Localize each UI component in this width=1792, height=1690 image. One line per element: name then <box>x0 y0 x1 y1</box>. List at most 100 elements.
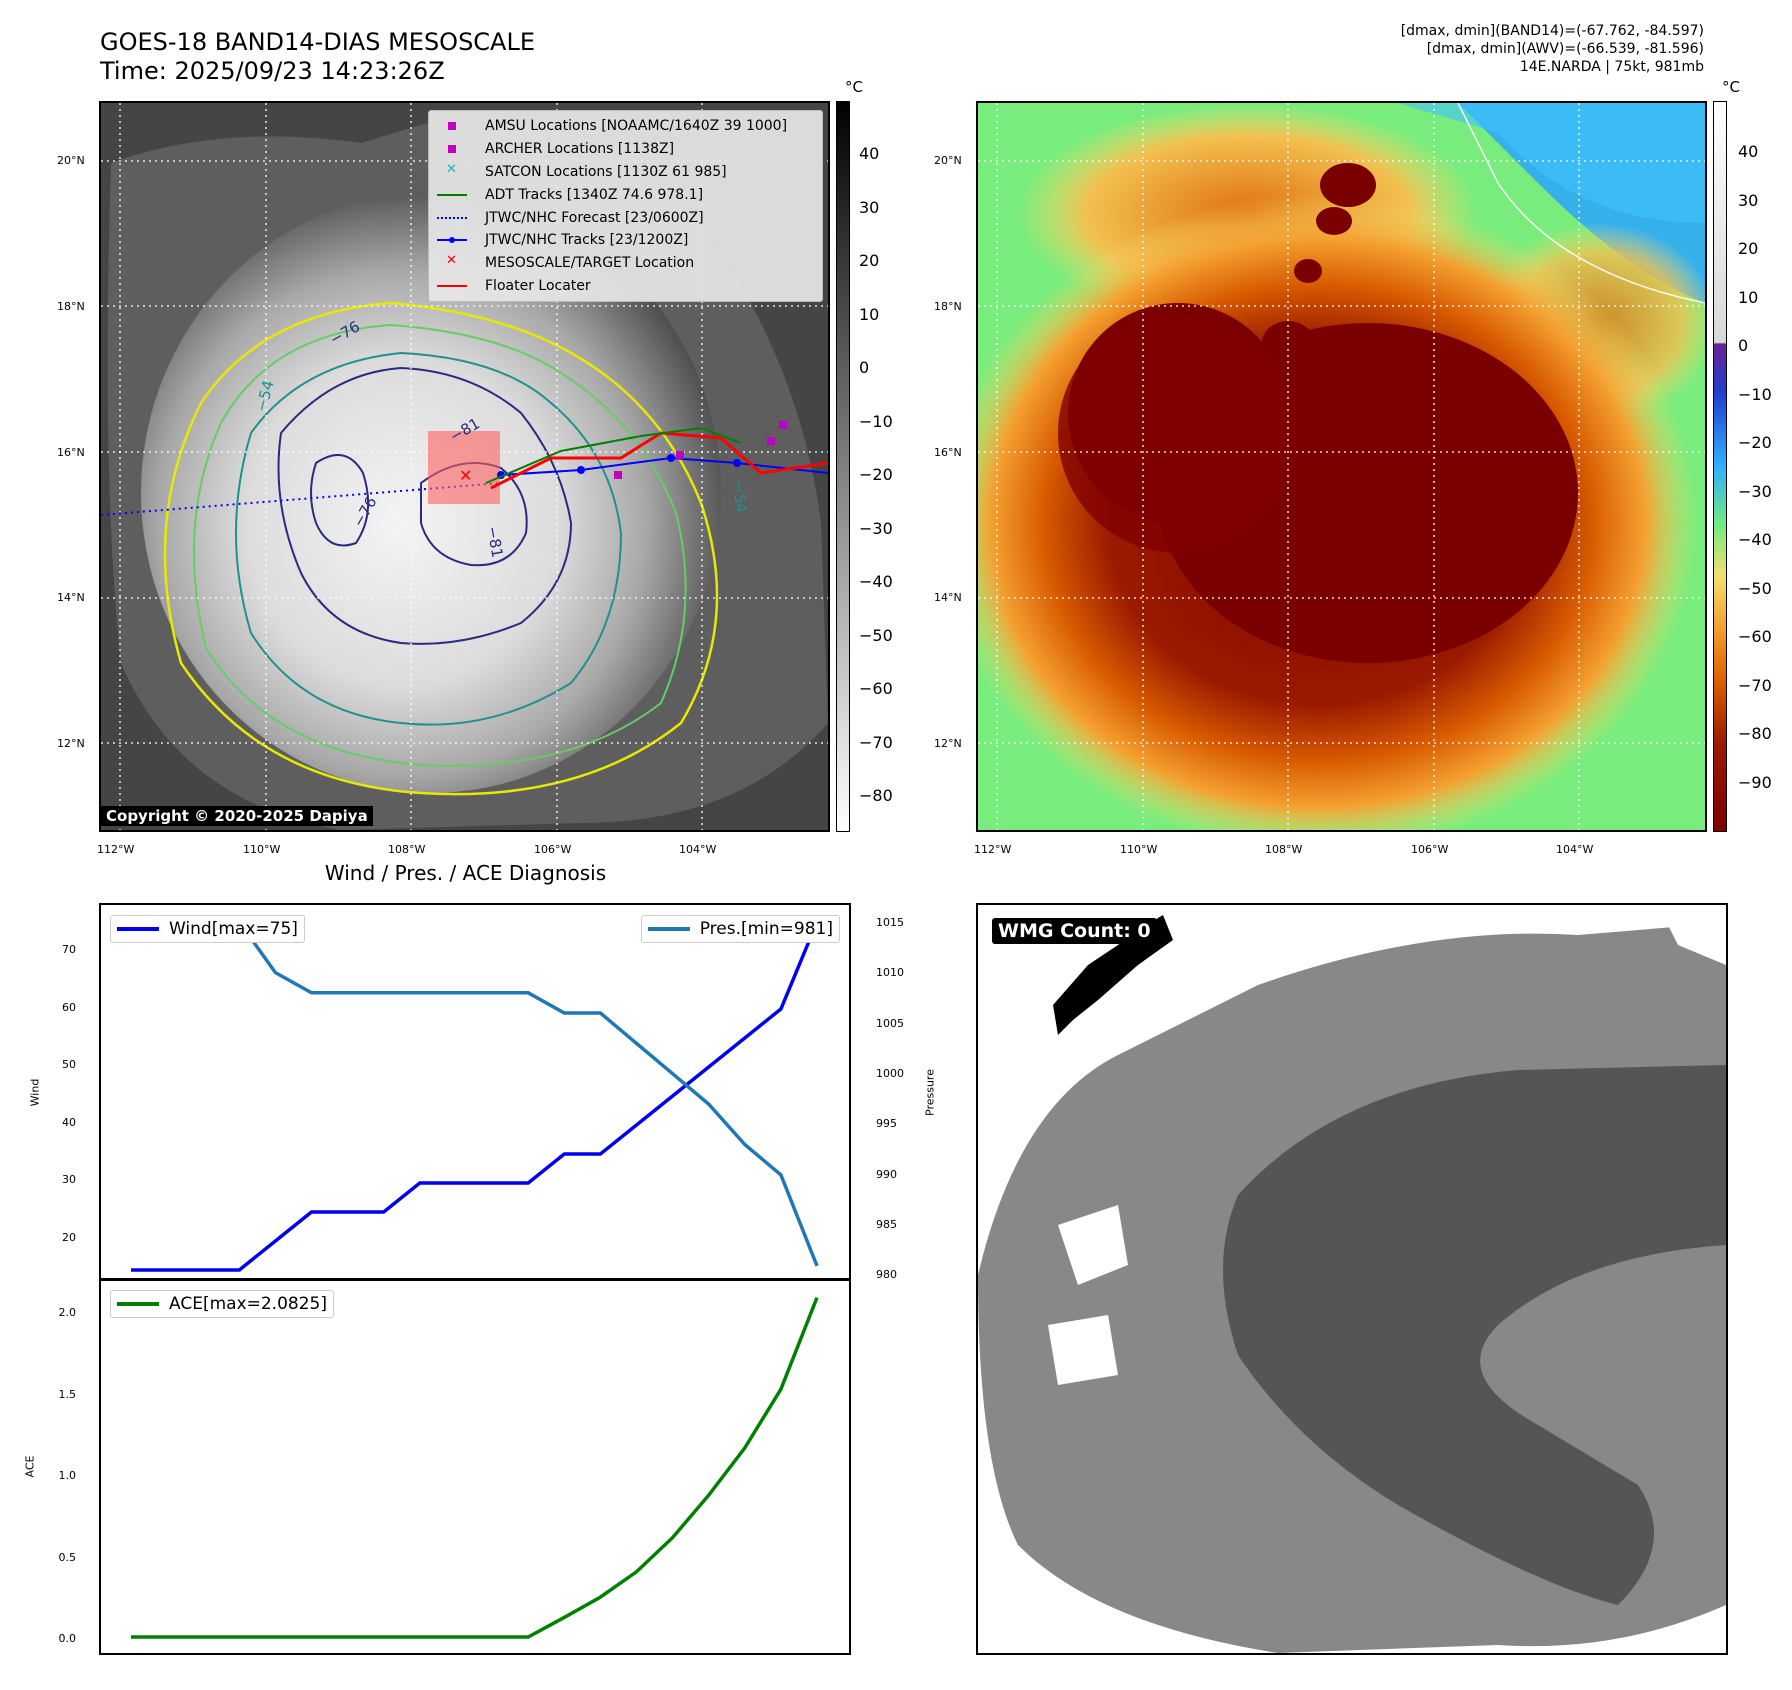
ace-legend-label: ACE[max=2.0825] <box>169 1294 327 1314</box>
colorbar-tick: −90 <box>1738 772 1772 792</box>
contour-navy-1 <box>277 366 573 645</box>
pressure-tick: 980 <box>876 1268 897 1282</box>
lat-label: 16°N <box>57 446 85 459</box>
ace-legend-line <box>117 1302 159 1306</box>
copyright-badge: Copyright © 2020-2025 Dapiya <box>101 806 373 826</box>
chart-time: Time: 2025/09/23 14:23:26Z <box>100 57 445 85</box>
square-icon <box>437 119 467 133</box>
lat-label: 14°N <box>57 591 85 604</box>
legend-label: JTWC/NHC Tracks [23/1200Z] <box>485 232 689 249</box>
wind-tick: 30 <box>62 1173 76 1186</box>
contour-yellow <box>163 301 719 796</box>
colorbar-tick: 0 <box>859 358 870 377</box>
lon-label: 104°W <box>679 843 717 856</box>
wind-tick: 70 <box>62 943 76 956</box>
pressure-tick: 985 <box>876 1217 897 1231</box>
lon-label: 108°W <box>1265 843 1303 856</box>
wmg-plot <box>978 905 1726 1653</box>
wind-tick: 40 <box>62 1115 76 1129</box>
colorbar-tick: 40 <box>859 144 880 163</box>
wmg-count-badge: WMG Count: 0 <box>992 918 1157 944</box>
legend-row-adt: ADT Tracks [1340Z 74.6 978.1] <box>437 183 814 206</box>
contour-navy-west <box>310 454 370 547</box>
legend-label: ARCHER Locations [1138Z] <box>485 141 675 158</box>
ace-plot <box>131 1296 819 1639</box>
x-mark-icon: ✕ <box>446 161 457 177</box>
lat-label: 12°N <box>57 737 85 750</box>
lon-label: 106°W <box>534 843 572 856</box>
ace-tick: 1.5 <box>58 1387 77 1401</box>
contour-teal <box>235 351 623 726</box>
line-icon <box>437 279 467 293</box>
pressure-series-line <box>131 920 819 1267</box>
legend-label: JTWC/NHC Forecast [23/0600Z] <box>485 209 704 226</box>
pres-legend-line <box>647 927 690 931</box>
pres-legend-label: Pres.[min=981] <box>699 919 833 939</box>
legend-label: ADT Tracks [1340Z 74.6 978.1] <box>485 186 704 203</box>
ace-axis-label: ACE <box>23 1455 37 1478</box>
jtwc-points <box>497 454 741 479</box>
pressure-tick: 1005 <box>876 1016 904 1030</box>
diagnosis-title: Wind / Pres. / ACE Diagnosis <box>324 861 607 885</box>
ace-tick: 0.5 <box>58 1550 77 1564</box>
legend-row-jtwc: JTWC/NHC Tracks [23/1200Z] <box>437 229 814 252</box>
ir-map-panel: ✕ −76 −54 −81 −76 −81 −54 AMSU Locations… <box>99 101 830 832</box>
legend-row-floater: Floater Locater <box>437 275 814 298</box>
map-legend: AMSU Locations [NOAAMC/1640Z 39 1000] AR… <box>428 110 823 302</box>
wind-legend: Wind[max=75] <box>110 915 305 943</box>
colorbar-tick: 20 <box>859 251 880 270</box>
lat-label: 14°N <box>934 591 962 604</box>
dotted-line-icon <box>437 211 467 225</box>
ace-panel: ACE[max=2.0825] <box>99 1278 851 1655</box>
wind-tick: 50 <box>62 1058 76 1071</box>
colorbar-tick: −40 <box>1738 530 1772 549</box>
colorbar-tick: 10 <box>859 304 880 324</box>
colorbar-tick: −20 <box>1738 433 1772 452</box>
colorbar-tick: −50 <box>859 625 893 645</box>
lon-label: 112°W <box>974 843 1012 856</box>
colorbar-tick: −50 <box>1738 578 1772 598</box>
pressure-tick: 995 <box>876 1117 897 1131</box>
lat-label: 18°N <box>57 300 85 313</box>
legend-row-amsu: AMSU Locations [NOAAMC/1640Z 39 1000] <box>437 115 814 138</box>
contour-label-6: −54 <box>729 480 751 514</box>
pressure-axis-label: Pressure <box>923 1069 937 1116</box>
forecast-track <box>101 482 502 516</box>
info-storm: 14E.NARDA | 75kt, 981mb <box>1519 59 1704 75</box>
wind-tick: 20 <box>62 1230 76 1244</box>
legend-label: Floater Locater <box>485 277 591 294</box>
colorbar-tick: −70 <box>1738 675 1772 695</box>
colorbar-tick: 30 <box>1738 190 1759 210</box>
awv-map-panel <box>976 101 1707 832</box>
colorbar-tick: −10 <box>1738 384 1772 404</box>
lat-label: 20°N <box>934 154 962 167</box>
colorbar-tick: −20 <box>859 465 893 484</box>
info-block: [dmax, dmin](BAND14)=(-67.762, -84.597) … <box>1104 22 1704 76</box>
info-awv: [dmax, dmin](AWV)=(-66.539, -81.596) <box>1426 41 1704 57</box>
wind-series-line <box>131 921 819 1272</box>
lon-label: 110°W <box>243 843 281 856</box>
lon-label: 104°W <box>1556 843 1594 856</box>
chart-title: GOES-18 BAND14-DIAS MESOSCALE <box>100 28 536 56</box>
legend-row-satcon: ✕ SATCON Locations [1130Z 61 985] <box>437 161 814 184</box>
pres-legend: Pres.[min=981] <box>640 915 840 943</box>
colorbar-tick: −30 <box>1738 481 1772 501</box>
colorbar-tick: 40 <box>1738 142 1759 161</box>
lon-label: 108°W <box>388 843 426 856</box>
wind-pressure-plot <box>131 920 819 1272</box>
wind-axis-label: Wind <box>28 1078 42 1107</box>
colorbar-tick: 0 <box>1738 336 1749 355</box>
colorbar-right-unit: °C <box>1722 78 1740 96</box>
line-icon <box>437 188 467 202</box>
ace-tick: 1.0 <box>58 1469 77 1482</box>
colorbar-tick: −80 <box>1738 724 1772 743</box>
legend-label: AMSU Locations [NOAAMC/1640Z 39 1000] <box>485 118 788 135</box>
ace-legend: ACE[max=2.0825] <box>110 1290 334 1318</box>
lat-label: 18°N <box>934 300 962 313</box>
floater-box <box>428 431 500 504</box>
pressure-tick: 1015 <box>876 916 904 929</box>
wind-tick: 60 <box>62 1000 76 1014</box>
legend-label: SATCON Locations [1130Z 61 985] <box>485 163 727 180</box>
legend-row-archer: ARCHER Locations [1138Z] <box>437 138 814 161</box>
colorbar-left <box>836 101 850 832</box>
